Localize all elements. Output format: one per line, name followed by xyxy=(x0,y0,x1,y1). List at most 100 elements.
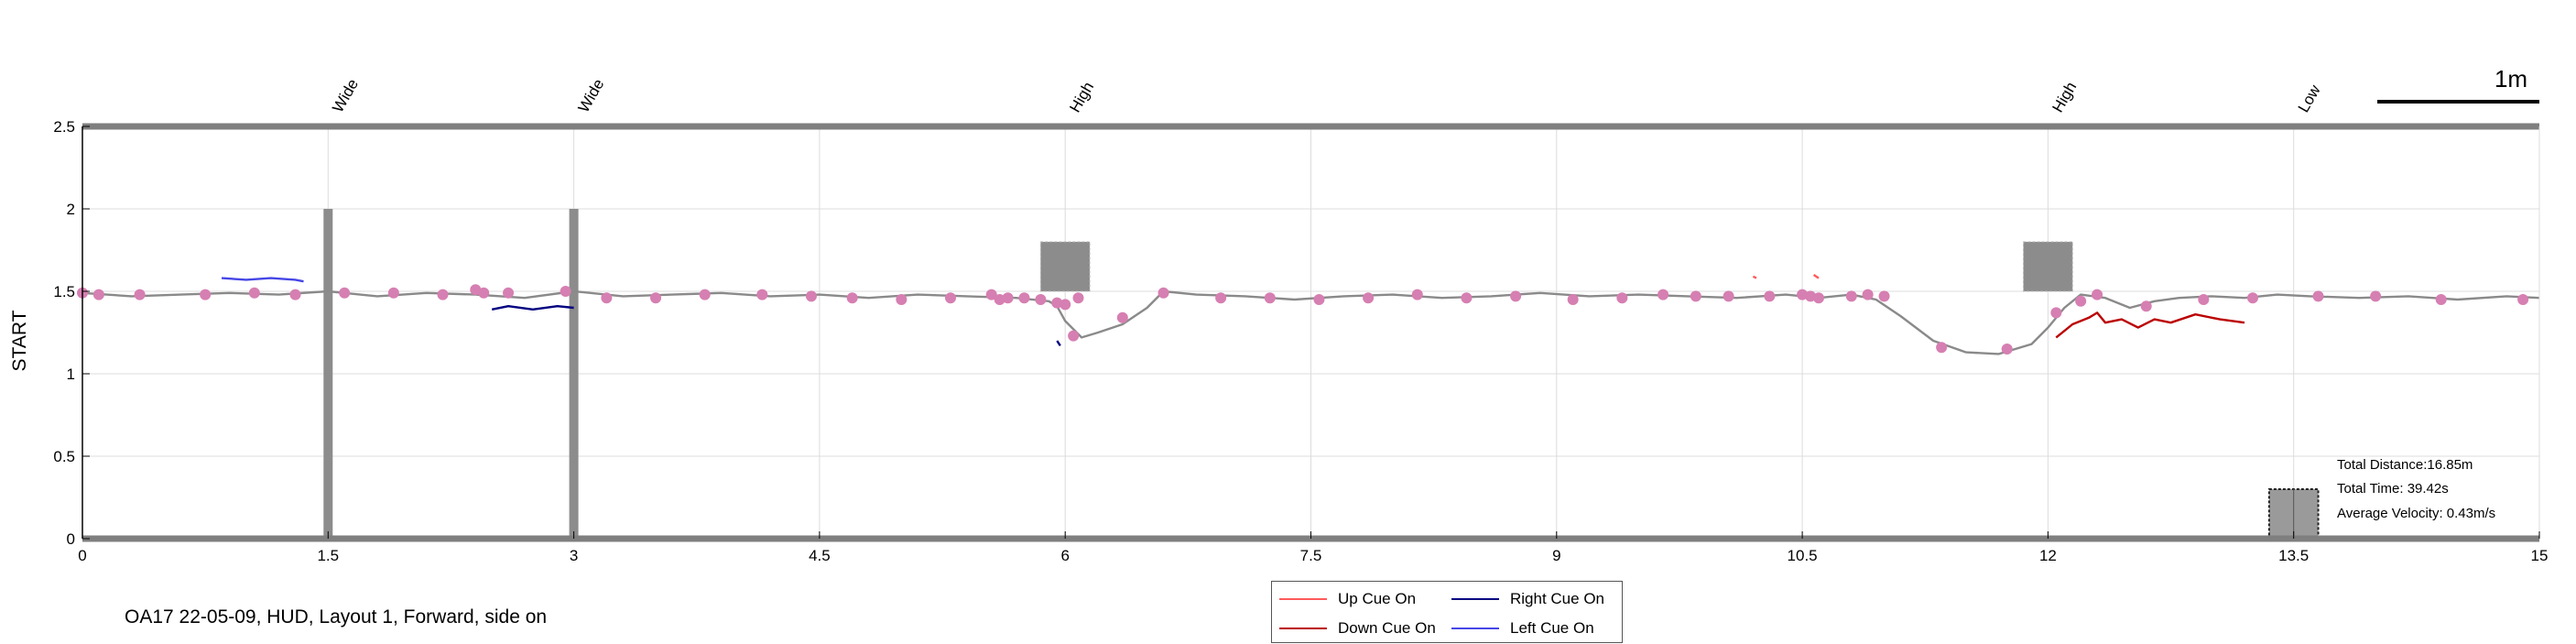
step-marker xyxy=(1812,292,1824,304)
step-marker xyxy=(1035,294,1047,305)
total-distance: Total Distance:16.85m xyxy=(2337,457,2473,473)
legend-swatch-down-cue xyxy=(1279,628,1327,629)
step-marker xyxy=(2092,289,2103,300)
legend: Up Cue On Right Cue On Down Cue On Left … xyxy=(1271,581,1623,643)
step-marker xyxy=(2050,307,2062,319)
step-marker xyxy=(503,287,515,299)
y-tick-label: 1 xyxy=(67,366,75,383)
x-tick-label: 15 xyxy=(2531,547,2549,564)
y-tick-label: 2.5 xyxy=(53,118,75,136)
step-marker xyxy=(200,289,212,300)
step-marker xyxy=(650,292,662,304)
step-marker xyxy=(896,294,908,305)
x-tick-label: 13.5 xyxy=(2278,547,2309,564)
step-marker xyxy=(699,289,711,300)
step-marker xyxy=(1690,290,1701,302)
step-marker xyxy=(1936,342,1948,354)
cue-line xyxy=(1812,274,1820,279)
obstacles: Wide Wide High High Low xyxy=(323,76,2324,540)
step-marker xyxy=(1616,292,1628,304)
axis-ticks: 0 1.5 3 4.5 6 7.5 9 10.5 12 13.5 15 0 0.5 1 1.5 2 2.5 xyxy=(53,118,2548,564)
step-marker xyxy=(437,289,449,300)
step-marker xyxy=(134,289,146,300)
step-marker xyxy=(289,289,301,300)
step-marker xyxy=(1158,287,1169,299)
step-marker xyxy=(2370,290,2382,302)
step-marker xyxy=(2246,292,2258,304)
obstacle-box xyxy=(1039,241,1091,292)
x-tick-label: 9 xyxy=(1552,547,1560,564)
step-marker xyxy=(805,290,817,302)
step-marker xyxy=(1264,292,1276,304)
step-marker xyxy=(248,287,260,299)
step-marker xyxy=(560,286,571,297)
obstacle-box xyxy=(2023,241,2073,292)
x-tick-label: 4.5 xyxy=(809,547,831,564)
step-marker xyxy=(601,292,613,304)
x-tick-label: 10.5 xyxy=(1788,547,1818,564)
step-marker xyxy=(846,292,858,304)
x-tick-label: 0 xyxy=(78,547,86,564)
step-marker xyxy=(1313,294,1325,305)
step-marker xyxy=(1363,292,1375,304)
step-marker xyxy=(92,289,104,300)
step-marker xyxy=(1072,292,1084,304)
step-marker xyxy=(2517,294,2529,305)
step-marker xyxy=(1862,289,1874,300)
step-marker xyxy=(985,289,997,300)
x-tick-label: 6 xyxy=(1060,547,1069,564)
step-marker xyxy=(1215,292,1227,304)
step-marker xyxy=(1051,297,1063,309)
legend-label-left-cue: Left Cue On xyxy=(1510,619,1594,637)
legend-item-left-cue: Left Cue On xyxy=(1451,618,1594,639)
y-tick-label: 0 xyxy=(67,530,75,548)
step-marker xyxy=(1805,290,1817,302)
figure-caption: OA17 22-05-09, HUD, Layout 1, Forward, s… xyxy=(125,606,548,628)
legend-swatch-right-cue xyxy=(1451,598,1499,600)
legend-swatch-up-cue xyxy=(1279,598,1327,600)
y-axis-label: START xyxy=(9,310,30,371)
y-tick-label: 1.5 xyxy=(53,283,75,300)
obstacle-wall xyxy=(323,209,333,539)
step-marker xyxy=(994,294,1005,305)
step-marker xyxy=(339,287,351,299)
step-marker xyxy=(1764,290,1776,302)
step-marker xyxy=(2198,294,2210,305)
step-marker xyxy=(2001,344,2013,355)
step-marker xyxy=(1723,290,1734,302)
legend-label-down-cue: Down Cue On xyxy=(1338,619,1436,637)
obstacle-label: High xyxy=(2049,79,2080,115)
step-marker xyxy=(478,287,490,299)
step-marker xyxy=(1002,292,1014,304)
obstacle-label: Low xyxy=(2295,82,2324,115)
step-marker xyxy=(387,287,399,299)
run-statistics: Total Distance:16.85m Total Time: 39.42s… xyxy=(2337,457,2495,521)
step-marker xyxy=(1567,294,1579,305)
step-marker xyxy=(2075,295,2087,307)
legend-item-down-cue: Down Cue On xyxy=(1279,618,1436,639)
step-marker xyxy=(1510,290,1522,302)
cue-line xyxy=(2055,311,2245,339)
obstacle-label: Wide xyxy=(329,76,362,115)
x-tick-label: 1.5 xyxy=(317,547,339,564)
legend-item-up-cue: Up Cue On xyxy=(1279,589,1416,609)
step-marker xyxy=(1411,289,1423,300)
scale-bar: 1m xyxy=(2377,65,2539,104)
step-marker xyxy=(1797,289,1809,300)
obstacle-label: Wide xyxy=(575,76,608,115)
cue-line xyxy=(1752,275,1757,279)
y-tick-label: 0.5 xyxy=(53,448,75,465)
step-marker xyxy=(1461,292,1473,304)
obstacle-label: High xyxy=(1066,79,1097,115)
step-markers xyxy=(77,284,2529,355)
cue-series xyxy=(221,274,2245,347)
x-tick-label: 3 xyxy=(570,547,578,564)
legend-label-right-cue: Right Cue On xyxy=(1510,590,1604,607)
step-marker xyxy=(1116,311,1128,323)
step-marker xyxy=(1068,330,1080,342)
grid-lines xyxy=(82,126,2540,540)
cue-line xyxy=(491,305,574,311)
step-marker xyxy=(1018,292,1030,304)
y-tick-label: 2 xyxy=(67,201,75,218)
